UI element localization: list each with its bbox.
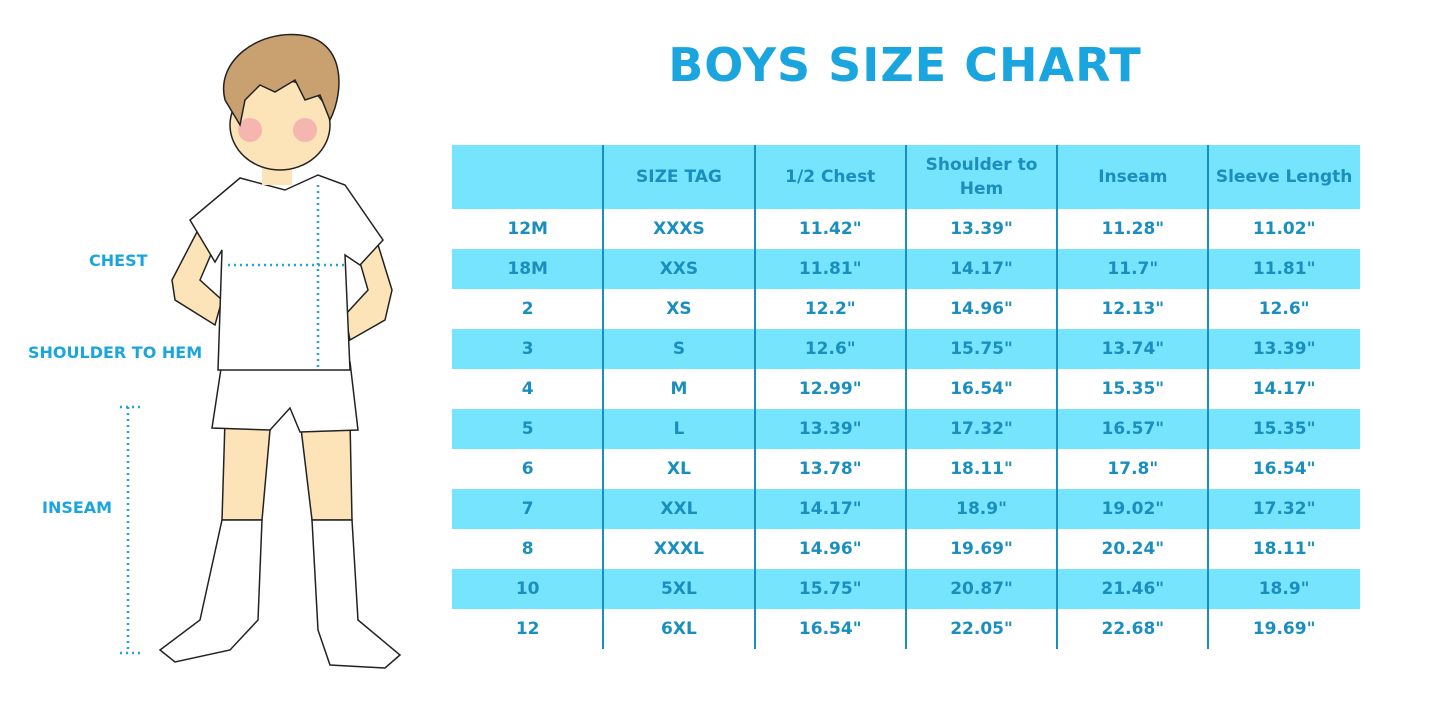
table-cell: 17.32" — [950, 419, 1013, 439]
table-cell: 13.39" — [798, 419, 862, 439]
table-cell: 14.17" — [1252, 379, 1316, 399]
table-cell: 2 — [521, 299, 534, 319]
table-cell: M — [670, 379, 688, 399]
table-cell: 6XL — [661, 619, 697, 639]
table-cell: 10 — [515, 579, 540, 599]
table-cell: 14.96" — [950, 299, 1013, 319]
table-cell: 16.54" — [1252, 459, 1316, 479]
table-row: 12M XXXS 11.42" 13.39" 11.28" 11.02" — [452, 209, 1360, 249]
table-cell: 16.54" — [798, 619, 862, 639]
table-cell: XXL — [660, 499, 698, 519]
table-cell: 12 — [515, 619, 540, 639]
table-cell: 7 — [521, 499, 534, 519]
table-cell: 11.81" — [798, 259, 862, 279]
table-cell: 21.46" — [1101, 579, 1165, 599]
table-row: 8 XXXL 14.96" 19.69" 20.24" 18.11" — [452, 529, 1360, 569]
table-cell: 18.9" — [956, 499, 1007, 519]
table-cell: 6 — [521, 459, 534, 479]
table-cell: 5 — [521, 419, 534, 439]
table-cell: 11.42" — [798, 219, 862, 239]
table-cell: L — [673, 419, 685, 439]
table-cell: 13.39" — [950, 219, 1013, 239]
table-cell: XXXS — [653, 219, 705, 239]
table-cell: 15.35" — [1252, 419, 1316, 439]
table-cell: 20.24" — [1101, 539, 1165, 559]
table-cell: 11.28" — [1101, 219, 1165, 239]
table-cell: 22.05" — [950, 619, 1013, 639]
table-cell: 19.69" — [1252, 619, 1316, 639]
header-cell: 1/2 Chest — [785, 167, 876, 187]
table-cell: 19.69" — [950, 539, 1013, 559]
header-cell: Sleeve Length — [1215, 167, 1353, 187]
header-cell: SIZE TAG — [636, 167, 722, 187]
table-cell: 17.32" — [1252, 499, 1316, 519]
table-row: 4 M 12.99" 16.54" 15.35" 14.17" — [452, 369, 1360, 409]
table-cell: 12.99" — [798, 379, 862, 399]
table-cell: 3 — [521, 339, 534, 359]
boy-illustration — [120, 33, 402, 669]
table-cell: 11.81" — [1252, 259, 1316, 279]
table-cell: 15.35" — [1101, 379, 1165, 399]
table-row: 6 XL 13.78" 18.11" 17.8" 16.54" — [452, 449, 1360, 489]
table-cell: 4 — [521, 379, 534, 399]
table-cell: XS — [666, 299, 692, 319]
table-cell: 16.57" — [1101, 419, 1165, 439]
shoulder-to-hem-label: SHOULDER TO HEM — [28, 343, 203, 362]
table-cell: 15.75" — [950, 339, 1013, 359]
table-cell: 18.9" — [1258, 579, 1310, 599]
column-divider — [905, 145, 907, 649]
table-cell: 19.02" — [1101, 499, 1165, 519]
table-cell: 18M — [507, 259, 548, 279]
table-cell: 14.17" — [798, 499, 862, 519]
table-cell: 13.39" — [1252, 339, 1316, 359]
table-cell: S — [672, 339, 686, 359]
table-row: 2 XS 12.2" 14.96" 12.13" 12.6" — [452, 289, 1360, 329]
table-cell: 13.74" — [1101, 339, 1165, 359]
table-cell: 8 — [521, 539, 534, 559]
table-cell: 22.68" — [1101, 619, 1165, 639]
table-row: 12 6XL 16.54" 22.05" 22.68" 19.69" — [452, 609, 1360, 649]
table-cell: 14.17" — [950, 259, 1013, 279]
header-cell: Inseam — [1098, 167, 1168, 187]
table-cell: 12.6" — [804, 339, 856, 359]
table-cell: 14.96" — [798, 539, 862, 559]
table-cell: 12.6" — [1258, 299, 1310, 319]
table-cell: 18.11" — [1252, 539, 1316, 559]
table-cell: XXS — [659, 259, 699, 279]
table-cell: 12.13" — [1101, 299, 1165, 319]
table-cell: 18.11" — [950, 459, 1013, 479]
column-divider — [602, 145, 604, 649]
table-cell: XL — [666, 459, 691, 479]
inseam-label: INSEAM — [42, 498, 113, 517]
table-cell: 11.7" — [1107, 259, 1159, 279]
column-divider — [1056, 145, 1058, 649]
table-cell: 15.75" — [798, 579, 862, 599]
table-cell: 12M — [507, 219, 548, 239]
chest-label: CHEST — [89, 251, 148, 270]
column-divider — [754, 145, 756, 649]
table-cell: 5XL — [661, 579, 697, 599]
header-cell: Shoulder to Hem — [925, 155, 1038, 199]
table-cell: 12.2" — [804, 299, 856, 319]
table-cell: XXXL — [653, 539, 705, 559]
table-cell: 13.78" — [798, 459, 862, 479]
table-cell: 20.87" — [950, 579, 1013, 599]
table-cell: 11.02" — [1252, 219, 1316, 239]
column-divider — [1207, 145, 1209, 649]
table-cell: 16.54" — [950, 379, 1013, 399]
table-cell: 17.8" — [1107, 459, 1159, 479]
page-title: BOYS SIZE CHART — [668, 38, 1142, 92]
